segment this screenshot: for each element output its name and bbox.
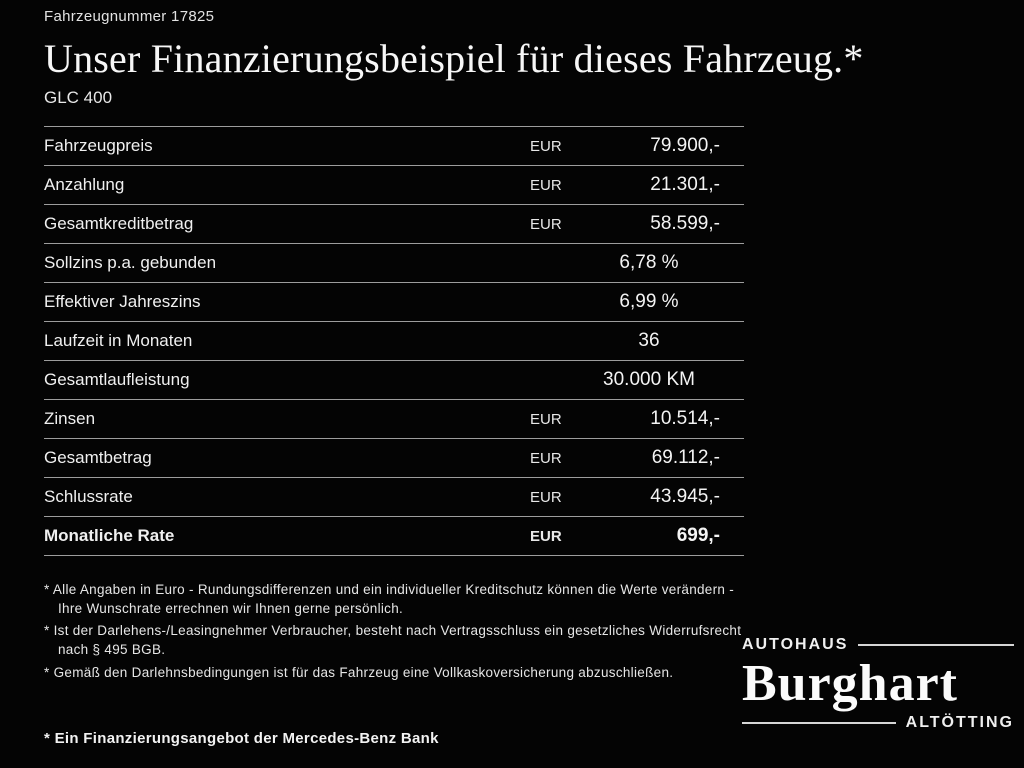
table-row: Zinsen EUR 10.514,- bbox=[44, 399, 744, 438]
logo-top-row: Autohaus bbox=[742, 636, 1014, 654]
footnote: * Gemäß den Darlehnsbedingungen ist für … bbox=[44, 664, 674, 680]
table-row: Gesamtlaufleistung 30.000 KM bbox=[44, 360, 744, 399]
row-label: Schlussrate bbox=[44, 487, 133, 506]
row-value: 21.301,- bbox=[650, 174, 720, 195]
table-row: Sollzins p.a. gebunden 6,78 % bbox=[44, 243, 744, 282]
logo-bottom-rule bbox=[742, 722, 896, 725]
row-value: 6,78 % bbox=[619, 252, 679, 273]
row-label: Fahrzeugpreis bbox=[44, 136, 153, 155]
row-label: Sollzins p.a. gebunden bbox=[44, 253, 217, 272]
row-currency: EUR bbox=[530, 137, 562, 155]
main-content: Fahrzeugnummer 17825 Unser Finanzierungs… bbox=[44, 8, 864, 556]
financing-table: Fahrzeugpreis EUR 79.900,- Anzahlung EUR 21.3… bbox=[44, 126, 744, 556]
vehicle-number: Fahrzeugnummer 17825 bbox=[44, 8, 215, 25]
row-value: 6,99 % bbox=[619, 291, 679, 312]
row-label: Gesamtkreditbetrag bbox=[44, 214, 194, 233]
logo-bottom-row: Altötting bbox=[742, 714, 1014, 732]
row-label: Gesamtlaufleistung bbox=[44, 370, 190, 389]
table-row: Gesamtkreditbetrag EUR 58.599,- bbox=[44, 204, 744, 243]
table-row: Laufzeit in Monaten 36 bbox=[44, 321, 744, 360]
footnote: * Alle Angaben in Euro - Rundungsdiffere… bbox=[44, 582, 735, 617]
logo-name: Burghart bbox=[742, 655, 958, 712]
table-row: Schlussrate EUR 43.945,- bbox=[44, 477, 744, 516]
row-currency: EUR bbox=[530, 527, 562, 545]
row-label: Laufzeit in Monaten bbox=[44, 331, 193, 350]
row-label: Effektiver Jahreszins bbox=[44, 292, 201, 311]
row-currency: EUR bbox=[530, 410, 562, 428]
table-row: Effektiver Jahreszins 6,99 % bbox=[44, 282, 744, 321]
row-currency: EUR bbox=[530, 488, 562, 506]
dealer-logo: Autohaus Burghart Altötting bbox=[742, 636, 1014, 732]
row-label: Zinsen bbox=[44, 409, 96, 428]
footnotes: * Alle Angaben in Euro - Rundungsdiffere… bbox=[44, 580, 756, 685]
row-currency: EUR bbox=[530, 215, 562, 233]
table-row: Gesamtbetrag EUR 69.112,- bbox=[44, 438, 744, 477]
row-label: Anzahlung bbox=[44, 175, 125, 194]
financing-note: * Ein Finanzierungsangebot der Mercedes-… bbox=[44, 730, 439, 747]
logo-top-rule bbox=[858, 644, 1014, 646]
row-value: 699,- bbox=[676, 525, 720, 546]
row-currency: EUR bbox=[530, 449, 562, 467]
logo-autohaus-label: Autohaus bbox=[742, 636, 849, 653]
table-row: Monatliche Rate EUR 699,- bbox=[44, 516, 744, 555]
row-value: 69.112,- bbox=[651, 447, 720, 468]
row-label: Gesamtbetrag bbox=[44, 448, 152, 467]
footnote: * Ist der Darlehens-/Leasingnehmer Verbr… bbox=[44, 623, 742, 658]
row-currency: EUR bbox=[530, 176, 562, 194]
row-value: 30.000 KM bbox=[603, 369, 695, 390]
logo-city-label: Altötting bbox=[905, 714, 1014, 732]
table-row: Anzahlung EUR 21.301,- bbox=[44, 165, 744, 204]
vehicle-model: GLC 400 bbox=[44, 88, 113, 107]
row-value: 36 bbox=[638, 330, 660, 351]
table-row: Fahrzeugpreis EUR 79.900,- bbox=[44, 126, 744, 165]
row-label: Monatliche Rate bbox=[44, 526, 175, 545]
row-value: 10.514,- bbox=[650, 408, 720, 429]
row-value: 58.599,- bbox=[650, 213, 720, 234]
page-title: Unser Finanzierungsbeispiel für dieses F… bbox=[44, 36, 864, 81]
row-value: 43.945,- bbox=[650, 486, 720, 507]
row-value: 79.900,- bbox=[650, 135, 720, 156]
